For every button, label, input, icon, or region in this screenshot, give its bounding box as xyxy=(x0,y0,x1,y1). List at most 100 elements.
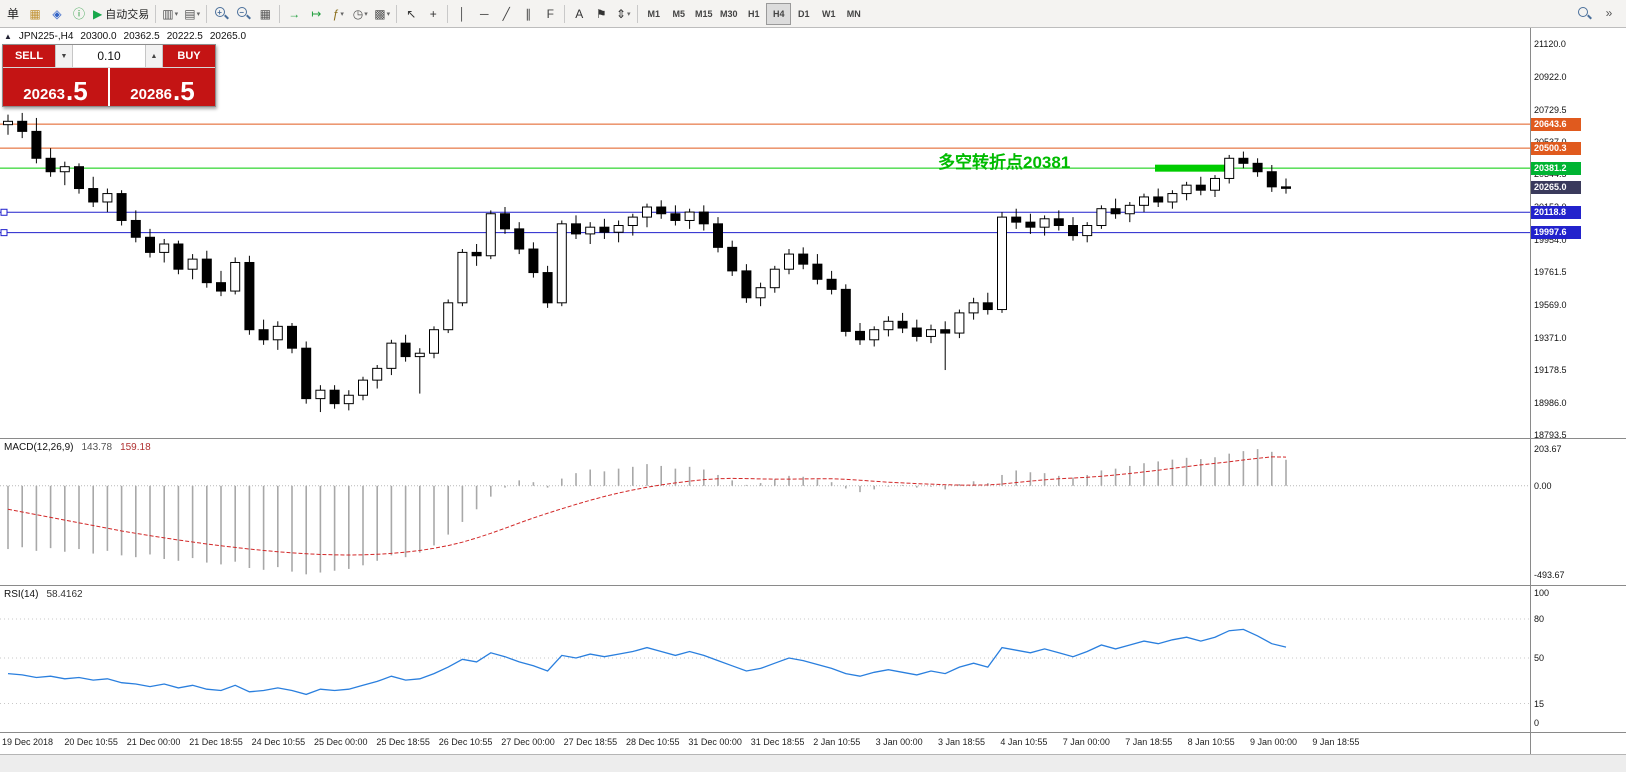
timeframe-mn-label: MN xyxy=(846,8,861,19)
trendline-button[interactable]: ╱ xyxy=(495,3,517,25)
macd-axis[interactable]: 203.67 0.00 -493.67 xyxy=(1530,439,1626,585)
vertical-line-icon: │ xyxy=(458,6,466,21)
rsi-line xyxy=(7,628,1287,696)
time-axis-label: 4 Jan 10:55 xyxy=(1000,737,1048,747)
rsi-canvas[interactable] xyxy=(0,586,1530,732)
trendline-icon: ╱ xyxy=(502,6,510,21)
timeframe-h1-button[interactable]: H1 xyxy=(741,3,766,25)
timeframe-w1-label: W1 xyxy=(821,8,836,19)
chart-profiles-icon: ▤ xyxy=(184,6,196,21)
new-order-button[interactable]: 单 xyxy=(2,3,24,25)
macd-canvas[interactable] xyxy=(0,439,1530,585)
market-watch-button[interactable]: ▦ xyxy=(24,3,46,25)
time-axis-label: 7 Jan 18:55 xyxy=(1125,737,1173,747)
time-axis-label: 9 Jan 00:00 xyxy=(1250,737,1298,747)
time-axis[interactable]: 19 Dec 2018 20 Dec 10:55 21 Dec 00:00 21 De… xyxy=(0,733,1530,754)
toolbar-overflow-button[interactable]: » xyxy=(1598,2,1620,24)
cursor-icon: ↖ xyxy=(406,6,417,21)
arrows-tool-button[interactable]: ⇕ ▾ xyxy=(612,3,634,25)
time-axis-label: 9 Jan 18:55 xyxy=(1312,737,1360,747)
macd-label: MACD(12,26,9) 143.78 159.18 xyxy=(4,442,151,453)
time-axis-label: 27 Dec 00:00 xyxy=(501,737,555,747)
horizontal-scrollbar-area[interactable] xyxy=(0,754,1626,772)
horizontal-line-button[interactable]: ─ xyxy=(473,3,495,25)
indicators-button[interactable]: ƒ ▾ xyxy=(327,3,349,25)
new-chart-button[interactable]: ▥ ▾ xyxy=(159,3,181,25)
navigator-icon: ◈ xyxy=(52,6,62,21)
volume-down-button[interactable]: ▼ xyxy=(55,45,73,67)
rsi-axis-label: 50 xyxy=(1534,653,1545,663)
price-axis-label: 20729.5 xyxy=(1534,104,1567,115)
timeframe-m1-button[interactable]: M1 xyxy=(641,3,666,25)
time-axis-label: 31 Dec 18:55 xyxy=(750,737,805,747)
fibonacci-button[interactable]: F xyxy=(539,3,561,25)
vertical-line-button[interactable]: │ xyxy=(451,3,473,25)
buy-price-button[interactable]: 20286 .5 xyxy=(110,68,215,106)
cursor-button[interactable]: ↖ xyxy=(400,3,422,25)
auto-scroll-button[interactable]: → xyxy=(283,3,305,25)
timeframe-m15-button[interactable]: M15 xyxy=(691,3,716,25)
main-chart[interactable]: ▲ JPN225-,H4 20300.0 20362.5 20222.5 202… xyxy=(0,28,1530,438)
timeframe-w1-button[interactable]: W1 xyxy=(816,3,841,25)
text-label-icon: ⚑ xyxy=(595,6,607,21)
buy-button[interactable]: BUY xyxy=(163,45,215,67)
sell-price-button[interactable]: 20263 .5 xyxy=(3,68,108,106)
timeframe-mn-button[interactable]: MN xyxy=(841,3,866,25)
text-label-button[interactable]: ⚑ xyxy=(590,3,612,25)
timeframe-d1-button[interactable]: D1 xyxy=(791,3,816,25)
highlight-band[interactable] xyxy=(1155,164,1228,172)
templates-button[interactable]: ▩ ▾ xyxy=(371,3,393,25)
time-axis-label: 8 Jan 10:55 xyxy=(1187,737,1235,747)
macd-signal-line xyxy=(7,456,1287,556)
text-tool-button[interactable]: A xyxy=(568,3,590,25)
sell-button[interactable]: SELL xyxy=(3,45,55,67)
time-axis-label: 21 Dec 18:55 xyxy=(189,737,243,747)
autotrading-button[interactable]: ▶ 自动交易 xyxy=(90,3,152,25)
search-button[interactable] xyxy=(1573,2,1595,24)
volume-input[interactable]: 0.10 xyxy=(73,45,145,67)
crosshair-button[interactable]: + xyxy=(422,3,444,25)
horizontal-line-icon: ─ xyxy=(479,6,489,21)
macd-axis-label: 203.67 xyxy=(1534,444,1562,454)
sell-price: 20263 xyxy=(23,86,66,103)
tile-windows-button[interactable]: ▦ xyxy=(254,3,276,25)
equidistant-channel-button[interactable]: ∥ xyxy=(517,3,539,25)
time-axis-corner xyxy=(1530,733,1626,754)
timeframe-m5-button[interactable]: M5 xyxy=(666,3,691,25)
rsi-panel[interactable]: RSI(14) 58.4162 xyxy=(0,586,1530,732)
price-axis[interactable]: 21120.020922.020729.520537.020344.520152… xyxy=(1530,28,1626,440)
data-window-icon: ⓘ xyxy=(72,6,85,21)
zoom-in-button[interactable]: + xyxy=(210,3,232,25)
toolbar-separator xyxy=(637,4,639,23)
timeframe-h4-button[interactable]: H4 xyxy=(766,2,792,25)
macd-panel[interactable]: MACD(12,26,9) 143.78 159.18 xyxy=(0,439,1530,585)
macd-value-signal: 159.18 xyxy=(120,442,151,453)
time-axis-label: 19 Dec 2018 xyxy=(2,737,54,747)
search-icon xyxy=(1577,6,1592,21)
one-click-collapse-icon[interactable]: ▲ xyxy=(4,32,12,41)
price-chart-canvas[interactable] xyxy=(0,28,1530,438)
bar-close: 20265.0 xyxy=(209,31,247,42)
rsi-row: RSI(14) 58.4162 100 80 50 15 0 xyxy=(0,585,1626,732)
line-handle[interactable] xyxy=(0,229,8,237)
bar-low: 20222.5 xyxy=(166,31,203,42)
navigator-button[interactable]: ◈ xyxy=(46,3,68,25)
chart-profiles-button[interactable]: ▤ ▾ xyxy=(181,3,203,25)
indicators-dropdown-icon: ▾ xyxy=(340,10,344,18)
line-handle[interactable] xyxy=(0,208,8,216)
chart-text-annotation[interactable]: 多空转折点20381 xyxy=(938,153,1071,172)
periods-menu-button[interactable]: ◷ ▾ xyxy=(349,3,371,25)
data-window-button[interactable]: ⓘ xyxy=(68,3,90,25)
chart-shift-button[interactable]: ↦ xyxy=(305,3,327,25)
price-axis-label: 20922.0 xyxy=(1534,72,1567,83)
macd-value-main: 143.78 xyxy=(81,442,113,453)
price-axis-label: 19761.5 xyxy=(1534,267,1567,278)
price-badge: 20643.6 xyxy=(1531,117,1581,131)
macd-axis-label: -493.67 xyxy=(1534,570,1565,580)
timeframe-m30-button[interactable]: M30 xyxy=(716,3,741,25)
zoom-out-button[interactable]: − xyxy=(232,3,254,25)
volume-up-button[interactable]: ▲ xyxy=(145,45,163,67)
toolbar-separator xyxy=(447,4,449,23)
bar-high: 20362.5 xyxy=(123,31,160,42)
